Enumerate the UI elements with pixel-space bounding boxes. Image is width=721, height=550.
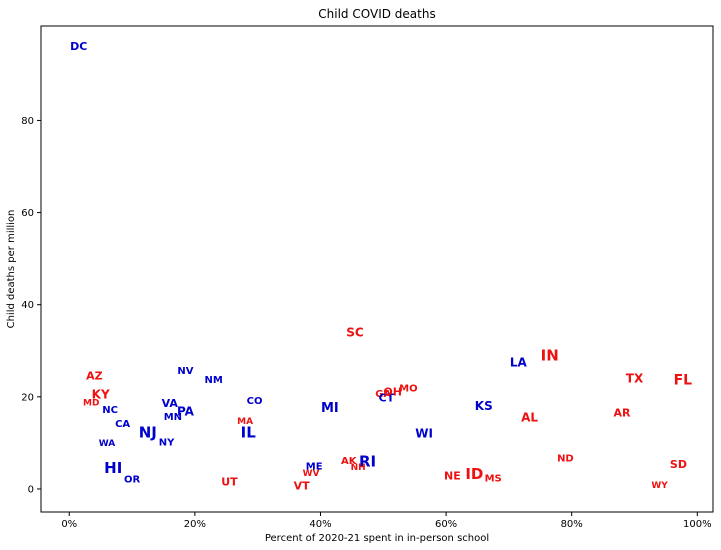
point-label-ny: NY: [159, 437, 175, 448]
point-label-ri: RI: [359, 452, 376, 470]
point-label-ca: CA: [115, 419, 130, 430]
point-label-wa: WA: [99, 439, 116, 449]
y-axis-title: Child deaths per million: [6, 210, 17, 329]
y-tick-label: 20: [21, 392, 34, 403]
point-label-ct: CT: [379, 391, 395, 404]
point-label-mi: MI: [321, 401, 339, 416]
point-label-dc: DC: [70, 40, 87, 53]
y-tick-label: 40: [21, 300, 34, 311]
point-label-ar: AR: [613, 406, 631, 419]
point-label-pa: PA: [177, 405, 195, 419]
x-tick-label: 40%: [309, 519, 331, 530]
point-label-la: LA: [510, 355, 528, 369]
x-tick-label: 60%: [435, 519, 457, 530]
point-label-ms: MS: [485, 473, 502, 484]
x-axis-title: Percent of 2020-21 spent in in-person sc…: [265, 533, 489, 544]
chart-title: Child COVID deaths: [318, 7, 435, 21]
y-tick-label: 0: [28, 484, 34, 495]
point-label-nv: NV: [177, 366, 193, 377]
x-tick-label: 0%: [61, 519, 77, 530]
point-label-ne: NE: [444, 470, 461, 483]
x-tick-label: 100%: [683, 519, 712, 530]
point-label-nj: NJ: [139, 423, 157, 441]
point-label-ga: GA: [375, 389, 391, 400]
point-label-wv: WV: [303, 469, 320, 479]
point-label-sc: SC: [346, 325, 364, 339]
point-label-id: ID: [465, 465, 483, 483]
point-label-tx: TX: [626, 371, 644, 385]
point-label-or: OR: [124, 474, 141, 485]
point-label-sd: SD: [670, 458, 687, 471]
point-label-hi: HI: [104, 459, 122, 477]
point-label-al: AL: [521, 411, 538, 425]
point-label-co: CO: [247, 396, 263, 407]
point-label-md: MD: [83, 399, 99, 409]
point-label-ks: KS: [475, 399, 493, 413]
plot-area-frame: [40, 25, 714, 513]
point-label-az: AZ: [86, 370, 103, 383]
point-label-nm: NM: [205, 375, 223, 386]
point-label-wy: WY: [651, 481, 668, 491]
y-axis-ticks: 0 20 40 60 80: [21, 116, 41, 495]
point-label-in: IN: [541, 346, 559, 364]
point-label-wi: WI: [415, 427, 433, 441]
point-label-va: VA: [162, 397, 179, 410]
point-label-mo: MO: [399, 384, 417, 395]
point-label-ut: UT: [221, 476, 238, 489]
point-label-nd: ND: [557, 454, 574, 465]
point-label-me: ME: [306, 461, 323, 472]
point-label-nh: NH: [351, 463, 366, 473]
point-label-ak: AK: [341, 456, 358, 467]
point-label-ky: KY: [92, 388, 110, 402]
x-tick-label: 80%: [561, 519, 583, 530]
point-label-il: IL: [241, 423, 257, 441]
point-label-oh: OH: [383, 386, 402, 399]
y-tick-label: 60: [21, 208, 34, 219]
x-axis-ticks: 0% 20% 40% 60% 80% 100%: [61, 512, 712, 530]
point-label-mn: MN: [164, 412, 182, 423]
y-tick-label: 80: [21, 116, 34, 127]
point-label-nc: NC: [102, 405, 118, 416]
point-label-ma: MA: [237, 417, 253, 427]
point-label-vt: VT: [294, 480, 311, 493]
point-label-fl: FL: [674, 373, 693, 389]
x-tick-label: 20%: [184, 519, 206, 530]
